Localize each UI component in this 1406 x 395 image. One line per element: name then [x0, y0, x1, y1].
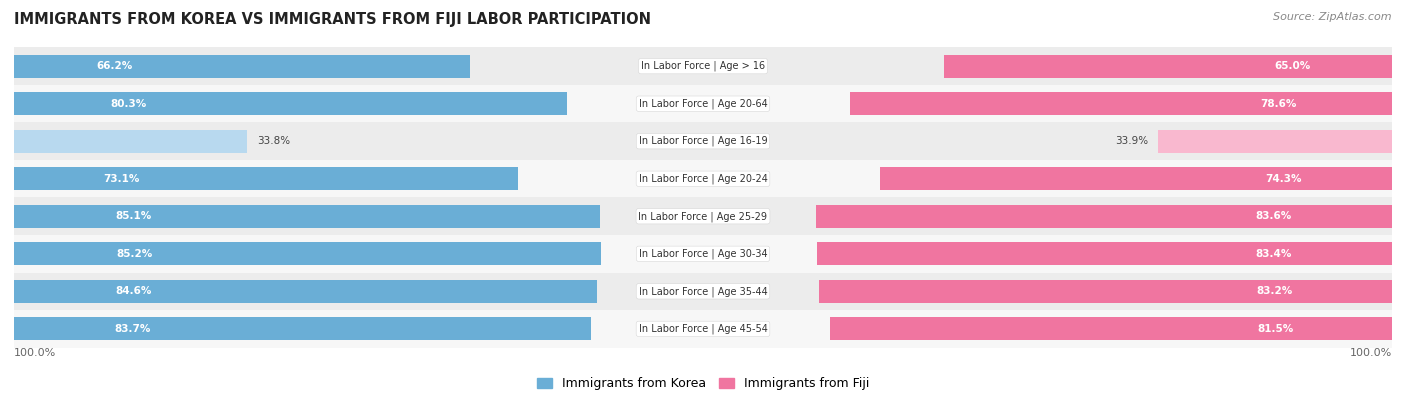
Bar [14, 47, 1392, 85]
Text: 81.5%: 81.5% [1258, 324, 1294, 334]
Text: 85.2%: 85.2% [115, 249, 152, 259]
Bar [14, 317, 591, 340]
Text: IMMIGRANTS FROM KOREA VS IMMIGRANTS FROM FIJI LABOR PARTICIPATION: IMMIGRANTS FROM KOREA VS IMMIGRANTS FROM… [14, 12, 651, 27]
Bar [945, 55, 1392, 78]
Text: 83.6%: 83.6% [1256, 211, 1292, 221]
Bar [14, 167, 517, 190]
Text: 80.3%: 80.3% [111, 99, 148, 109]
Text: 100.0%: 100.0% [1350, 348, 1392, 357]
Bar [880, 167, 1392, 190]
Text: 100.0%: 100.0% [14, 348, 56, 357]
Text: In Labor Force | Age > 16: In Labor Force | Age > 16 [641, 61, 765, 71]
Bar [851, 92, 1392, 115]
Text: Source: ZipAtlas.com: Source: ZipAtlas.com [1274, 12, 1392, 22]
Bar [14, 130, 247, 153]
Bar [14, 280, 598, 303]
Text: In Labor Force | Age 25-29: In Labor Force | Age 25-29 [638, 211, 768, 222]
Bar [817, 242, 1392, 265]
Text: In Labor Force | Age 20-24: In Labor Force | Age 20-24 [638, 173, 768, 184]
Bar [14, 242, 600, 265]
Text: 83.7%: 83.7% [114, 324, 150, 334]
Text: 85.1%: 85.1% [115, 211, 152, 221]
Bar [1159, 130, 1392, 153]
Bar [14, 160, 1392, 198]
Bar [14, 235, 1392, 273]
Text: 65.0%: 65.0% [1275, 61, 1310, 71]
Text: 33.8%: 33.8% [257, 136, 291, 146]
Text: 73.1%: 73.1% [104, 174, 139, 184]
Bar [14, 273, 1392, 310]
Text: 78.6%: 78.6% [1261, 99, 1296, 109]
Text: 66.2%: 66.2% [96, 61, 132, 71]
Text: 83.4%: 83.4% [1256, 249, 1292, 259]
Text: In Labor Force | Age 30-34: In Labor Force | Age 30-34 [638, 248, 768, 259]
Bar [14, 92, 567, 115]
Bar [14, 198, 1392, 235]
Text: In Labor Force | Age 20-64: In Labor Force | Age 20-64 [638, 98, 768, 109]
Text: In Labor Force | Age 16-19: In Labor Force | Age 16-19 [638, 136, 768, 147]
Text: In Labor Force | Age 35-44: In Labor Force | Age 35-44 [638, 286, 768, 297]
Bar [14, 85, 1392, 122]
Bar [831, 317, 1392, 340]
Text: In Labor Force | Age 45-54: In Labor Force | Age 45-54 [638, 324, 768, 334]
Bar [818, 280, 1392, 303]
Text: 83.2%: 83.2% [1256, 286, 1292, 296]
Legend: Immigrants from Korea, Immigrants from Fiji: Immigrants from Korea, Immigrants from F… [531, 372, 875, 395]
Text: 33.9%: 33.9% [1115, 136, 1149, 146]
Bar [14, 310, 1392, 348]
Text: 74.3%: 74.3% [1265, 174, 1302, 184]
Text: 84.6%: 84.6% [115, 286, 152, 296]
Bar [14, 122, 1392, 160]
Bar [815, 205, 1392, 228]
Bar [14, 205, 600, 228]
Bar [14, 55, 470, 78]
